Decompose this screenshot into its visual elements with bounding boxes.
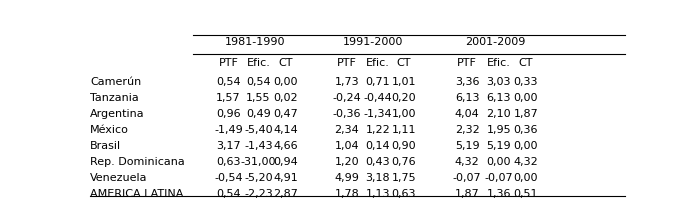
Text: 4,91: 4,91 bbox=[273, 173, 298, 183]
Text: 0,02: 0,02 bbox=[273, 93, 298, 103]
Text: 0,14: 0,14 bbox=[365, 141, 390, 151]
Text: 1,36: 1,36 bbox=[486, 189, 511, 199]
Text: CT: CT bbox=[519, 58, 533, 68]
Text: -0,07: -0,07 bbox=[484, 173, 513, 183]
Text: 1,04: 1,04 bbox=[335, 141, 359, 151]
Text: 1981-1990: 1981-1990 bbox=[224, 37, 285, 47]
Text: Tanzania: Tanzania bbox=[90, 93, 139, 103]
Text: 4,14: 4,14 bbox=[273, 125, 298, 135]
Text: 0,71: 0,71 bbox=[365, 77, 390, 87]
Text: 1,00: 1,00 bbox=[391, 109, 416, 119]
Text: 2,32: 2,32 bbox=[455, 125, 480, 135]
Text: PTF: PTF bbox=[337, 58, 357, 68]
Text: Rep. Dominicana: Rep. Dominicana bbox=[90, 157, 185, 167]
Text: -0,36: -0,36 bbox=[332, 109, 361, 119]
Text: 1,95: 1,95 bbox=[486, 125, 511, 135]
Text: 6,13: 6,13 bbox=[486, 93, 511, 103]
Text: 0,96: 0,96 bbox=[216, 109, 241, 119]
Text: Efic.: Efic. bbox=[246, 58, 270, 68]
Text: CT: CT bbox=[396, 58, 411, 68]
Text: 2,87: 2,87 bbox=[273, 189, 298, 199]
Text: -1,34: -1,34 bbox=[363, 109, 392, 119]
Text: 2001-2009: 2001-2009 bbox=[466, 37, 526, 47]
Text: 0,43: 0,43 bbox=[365, 157, 390, 167]
Text: 1,78: 1,78 bbox=[335, 189, 359, 199]
Text: 5,19: 5,19 bbox=[486, 141, 511, 151]
Text: 0,00: 0,00 bbox=[486, 157, 511, 167]
Text: 0,49: 0,49 bbox=[246, 109, 271, 119]
Text: -0,44: -0,44 bbox=[363, 93, 392, 103]
Text: Efic.: Efic. bbox=[366, 58, 390, 68]
Text: -2,23: -2,23 bbox=[244, 189, 273, 199]
Text: -0,07: -0,07 bbox=[453, 173, 482, 183]
Text: 1,01: 1,01 bbox=[391, 77, 416, 87]
Text: 3,17: 3,17 bbox=[216, 141, 241, 151]
Text: 1,55: 1,55 bbox=[246, 93, 271, 103]
Text: 0,76: 0,76 bbox=[391, 157, 416, 167]
Text: Argentina: Argentina bbox=[90, 109, 145, 119]
Text: 1,57: 1,57 bbox=[216, 93, 241, 103]
Text: 0,33: 0,33 bbox=[514, 77, 538, 87]
Text: 0,36: 0,36 bbox=[514, 125, 538, 135]
Text: 1991-2000: 1991-2000 bbox=[343, 37, 404, 47]
Text: 4,32: 4,32 bbox=[514, 157, 538, 167]
Text: -0,24: -0,24 bbox=[332, 93, 361, 103]
Text: 2,10: 2,10 bbox=[486, 109, 511, 119]
Text: 1,73: 1,73 bbox=[335, 77, 359, 87]
Text: 4,32: 4,32 bbox=[455, 157, 480, 167]
Text: PTF: PTF bbox=[457, 58, 477, 68]
Text: PTF: PTF bbox=[218, 58, 239, 68]
Text: 1,11: 1,11 bbox=[391, 125, 416, 135]
Text: Brasil: Brasil bbox=[90, 141, 121, 151]
Text: 4,04: 4,04 bbox=[455, 109, 480, 119]
Text: 1,20: 1,20 bbox=[335, 157, 359, 167]
Text: 5,19: 5,19 bbox=[455, 141, 480, 151]
Text: 0,00: 0,00 bbox=[514, 93, 538, 103]
Text: -0,54: -0,54 bbox=[214, 173, 243, 183]
Text: 6,13: 6,13 bbox=[455, 93, 480, 103]
Text: Venezuela: Venezuela bbox=[90, 173, 148, 183]
Text: 1,87: 1,87 bbox=[514, 109, 538, 119]
Text: -31,00: -31,00 bbox=[241, 157, 276, 167]
Text: 0,51: 0,51 bbox=[514, 189, 538, 199]
Text: 0,00: 0,00 bbox=[273, 77, 298, 87]
Text: Camerún: Camerún bbox=[90, 77, 141, 87]
Text: Efic.: Efic. bbox=[486, 58, 511, 68]
Text: -1,43: -1,43 bbox=[244, 141, 273, 151]
Text: 3,18: 3,18 bbox=[365, 173, 390, 183]
Text: 2,34: 2,34 bbox=[335, 125, 359, 135]
Text: 1,22: 1,22 bbox=[365, 125, 390, 135]
Text: 1,87: 1,87 bbox=[455, 189, 480, 199]
Text: 0,54: 0,54 bbox=[246, 77, 271, 87]
Text: CT: CT bbox=[279, 58, 293, 68]
Text: 3,36: 3,36 bbox=[455, 77, 480, 87]
Text: 0,54: 0,54 bbox=[216, 77, 241, 87]
Text: México: México bbox=[90, 125, 129, 135]
Text: -1,49: -1,49 bbox=[214, 125, 243, 135]
Text: 4,99: 4,99 bbox=[335, 173, 359, 183]
Text: 0,54: 0,54 bbox=[216, 189, 241, 199]
Text: 0,63: 0,63 bbox=[216, 157, 241, 167]
Text: AMERICA LATINA: AMERICA LATINA bbox=[90, 189, 183, 199]
Text: 0,90: 0,90 bbox=[391, 141, 416, 151]
Text: 3,03: 3,03 bbox=[486, 77, 511, 87]
Text: 1,75: 1,75 bbox=[391, 173, 416, 183]
Text: 4,66: 4,66 bbox=[273, 141, 298, 151]
Text: 0,00: 0,00 bbox=[514, 141, 538, 151]
Text: 0,63: 0,63 bbox=[391, 189, 416, 199]
Text: -5,40: -5,40 bbox=[244, 125, 273, 135]
Text: 0,94: 0,94 bbox=[273, 157, 298, 167]
Text: -5,20: -5,20 bbox=[244, 173, 273, 183]
Text: 0,20: 0,20 bbox=[391, 93, 416, 103]
Text: 0,00: 0,00 bbox=[514, 173, 538, 183]
Text: 0,47: 0,47 bbox=[273, 109, 298, 119]
Text: 1,13: 1,13 bbox=[365, 189, 390, 199]
